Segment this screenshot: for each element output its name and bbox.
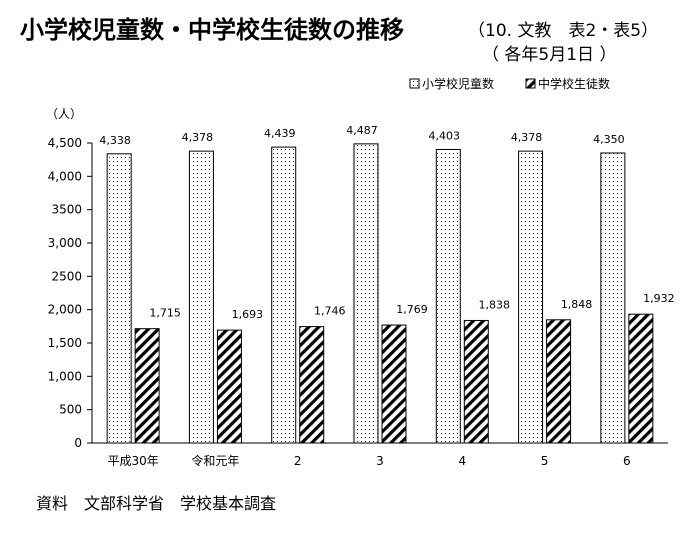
y-axis: 0 500 1,000 1,500 2,000 2500 3,000 3500 4,000 4,5… — [48, 136, 93, 450]
bar-elementary — [353, 143, 379, 444]
data-label: 1,848 — [561, 298, 593, 311]
bar-junior-high — [628, 313, 654, 444]
legend-swatch — [525, 78, 536, 89]
legend-label: 小学校児童数 — [422, 76, 494, 91]
data-label: 1,715 — [149, 307, 181, 320]
y-tick-label: 1,000 — [48, 369, 82, 383]
data-label: 1,932 — [643, 292, 675, 305]
y-tick-label: 3,000 — [48, 236, 82, 250]
y-tick-label: 3500 — [51, 203, 82, 217]
x-tick-label: 6 — [623, 454, 631, 468]
x-axis: 平成30年 令和元年 2 3 4 5 6 — [92, 442, 668, 468]
data-label: 4,350 — [593, 133, 625, 146]
bar-elementary — [188, 150, 214, 444]
bar-elementary — [435, 148, 461, 444]
chart-legend: 小学校児童数 中学校生徒数 — [409, 76, 610, 91]
chart-title: 小学校児童数・中学校生徒数の推移 — [20, 16, 404, 44]
data-label: 4,439 — [264, 127, 296, 140]
plot-area: 4,338 1,715 4,378 1,693 4,439 1,746 4,487 1,769… — [99, 124, 675, 444]
y-tick-label: 2500 — [51, 269, 82, 283]
y-tick-label: 0 — [74, 436, 82, 450]
data-label: 1,746 — [314, 305, 346, 318]
data-label: 4,338 — [99, 134, 131, 147]
y-tick-label: 500 — [59, 403, 82, 417]
x-tick-label: 5 — [541, 454, 549, 468]
data-label: 1,693 — [232, 308, 264, 321]
bar-elementary — [518, 150, 544, 444]
data-label: 1,838 — [479, 298, 511, 311]
chart-title-note: （10. 文教 表2・表5） — [468, 21, 659, 41]
x-tick-label: 2 — [294, 454, 302, 468]
y-tick-label: 4,000 — [48, 169, 82, 183]
x-tick-label: 令和元年 — [191, 453, 239, 468]
bar-junior-high — [381, 324, 407, 444]
y-axis-label: （人） — [46, 107, 82, 121]
bar-junior-high — [299, 326, 325, 444]
bar-junior-high — [216, 329, 242, 444]
x-tick-label: 3 — [376, 454, 384, 468]
bar-elementary — [600, 152, 626, 444]
y-tick-label: 2,000 — [48, 303, 82, 317]
legend-label: 中学校生徒数 — [538, 76, 610, 91]
data-label: 1,769 — [396, 303, 428, 316]
y-tick-label: 4,500 — [48, 136, 82, 150]
bar-elementary — [271, 146, 297, 444]
data-label: 4,403 — [429, 129, 461, 142]
bar-junior-high — [546, 319, 572, 444]
source-note: 資料 文部科学省 学校基本調査 — [36, 494, 277, 513]
y-tick-label: 1,500 — [48, 336, 82, 350]
data-label: 4,487 — [346, 124, 378, 137]
bar-elementary — [106, 153, 132, 444]
chart-subtitle: （ 各年5月1日 ） — [482, 45, 617, 65]
bar-junior-high — [463, 319, 489, 444]
data-label: 4,378 — [511, 131, 543, 144]
x-tick-label: 4 — [458, 454, 466, 468]
legend-swatch — [409, 78, 420, 89]
bar-junior-high — [134, 328, 160, 444]
x-tick-label: 平成30年 — [108, 454, 159, 468]
data-label: 4,378 — [182, 131, 214, 144]
